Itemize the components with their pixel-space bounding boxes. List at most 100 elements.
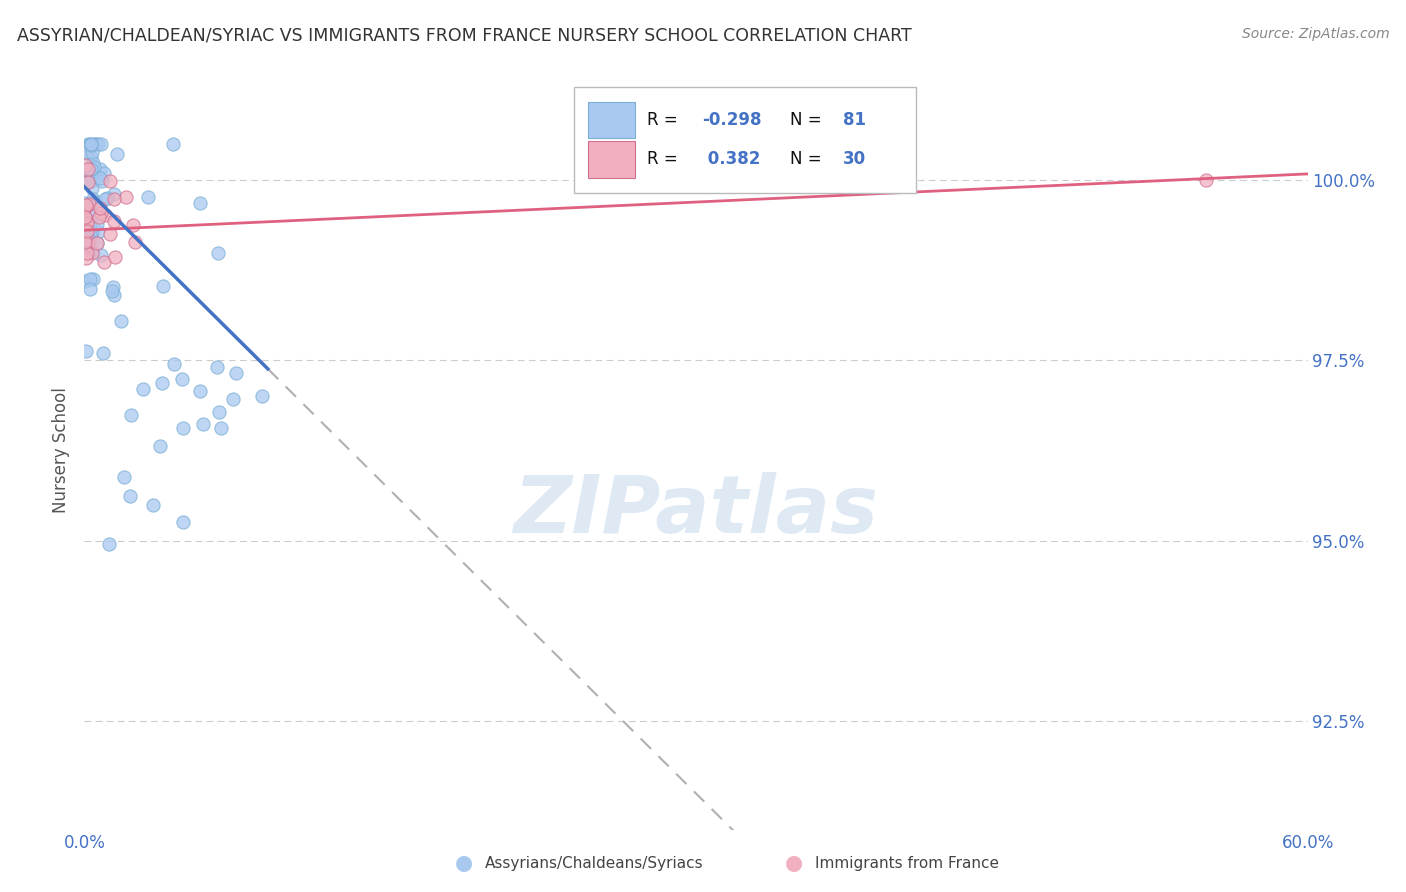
Point (75, 251, 97, 265)
Y-axis label: Nursery School: Nursery School (52, 387, 70, 514)
Point (142, 499, 165, 513)
Point (75, 195, 97, 210)
Point (122, 218, 145, 232)
Point (79, 281, 101, 295)
Text: Immigrants from France: Immigrants from France (815, 856, 1000, 871)
Point (83, 160, 105, 174)
Point (76, 226, 98, 240)
Point (83, 136, 105, 151)
Point (96, 191, 118, 205)
Point (150, 376, 173, 390)
Point (80, 245, 103, 260)
Point (114, 190, 136, 204)
FancyBboxPatch shape (588, 102, 636, 138)
Text: ZIPatlas: ZIPatlas (513, 472, 879, 550)
Point (86, 236, 108, 251)
Point (90, 247, 112, 261)
Point (77, 239, 100, 253)
Text: N =: N = (790, 111, 821, 128)
FancyBboxPatch shape (588, 141, 636, 178)
Point (75, 344, 97, 359)
Point (83, 195, 105, 210)
Point (80, 145, 103, 160)
Point (77, 197, 100, 211)
Point (91, 173, 114, 187)
Point (75, 200, 97, 214)
Point (89, 171, 111, 186)
Point (132, 382, 155, 396)
Text: 30: 30 (842, 151, 866, 169)
Point (208, 405, 231, 419)
Point (76, 216, 98, 230)
Point (188, 195, 211, 210)
Point (76, 175, 98, 189)
Text: Source: ZipAtlas.com: Source: ZipAtlas.com (1241, 27, 1389, 41)
Text: 81: 81 (842, 111, 866, 128)
Point (103, 186, 125, 201)
Point (163, 357, 186, 371)
Point (98, 174, 121, 188)
Point (82, 225, 104, 239)
Point (89, 161, 111, 176)
Point (80, 246, 103, 260)
Point (77, 162, 100, 177)
Point (76, 213, 98, 227)
Point (87, 225, 110, 239)
Point (188, 384, 211, 398)
Point (136, 189, 159, 203)
Point (87, 210, 110, 224)
Point (120, 409, 142, 423)
Point (76, 145, 98, 159)
Point (87, 136, 110, 151)
Point (75, 198, 97, 212)
Point (80, 136, 103, 151)
Point (86, 217, 108, 231)
Text: Assyrians/Chaldeans/Syriacs: Assyrians/Chaldeans/Syriacs (485, 856, 703, 871)
Point (222, 392, 245, 406)
Point (124, 235, 146, 249)
Point (191, 417, 214, 432)
Text: ASSYRIAN/CHALDEAN/SYRIAC VS IMMIGRANTS FROM FRANCE NURSERY SCHOOL CORRELATION CH: ASSYRIAN/CHALDEAN/SYRIAC VS IMMIGRANTS F… (17, 27, 911, 45)
Point (94, 208, 117, 222)
Text: R =: R = (647, 111, 678, 128)
Point (91, 346, 114, 360)
Point (82, 192, 104, 206)
Point (86, 236, 108, 251)
Point (80, 137, 103, 152)
Point (89, 202, 111, 216)
Point (76, 138, 98, 153)
Point (75, 274, 97, 288)
Point (80, 161, 103, 176)
Point (94, 192, 117, 206)
Point (80, 150, 103, 164)
Point (93, 166, 115, 180)
Point (172, 421, 194, 435)
Point (79, 271, 101, 285)
Text: ●: ● (456, 854, 472, 873)
Point (77, 225, 100, 239)
Point (98, 537, 121, 551)
Point (112, 470, 135, 484)
Point (76, 223, 98, 237)
Point (152, 278, 174, 293)
Point (207, 245, 229, 260)
Point (98, 227, 121, 241)
Point (250, 389, 273, 403)
Point (110, 314, 132, 328)
Point (103, 213, 125, 227)
Point (82, 272, 104, 286)
Point (80, 181, 103, 195)
Point (80, 170, 103, 185)
Point (101, 284, 124, 298)
Point (172, 516, 194, 530)
Point (118, 489, 141, 503)
Point (103, 279, 125, 293)
Point (103, 288, 125, 302)
Point (77, 136, 100, 151)
Point (162, 136, 184, 151)
Point (82, 156, 104, 170)
Point (225, 366, 247, 380)
Point (79, 136, 101, 151)
Point (76, 245, 98, 260)
Point (82, 172, 104, 186)
